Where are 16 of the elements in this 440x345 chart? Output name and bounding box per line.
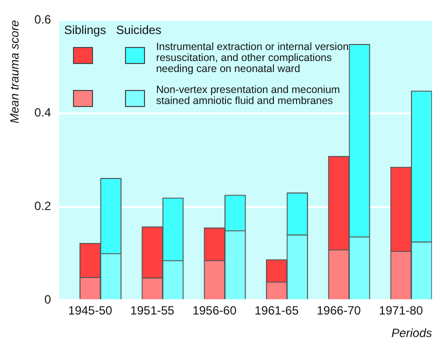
x-tick-label: 1961-65 xyxy=(254,304,299,318)
annotation: Siblings xyxy=(64,23,106,37)
annotation: Suicides xyxy=(116,23,162,37)
y-axis-title: Mean trauma score xyxy=(8,20,22,124)
x-tick-label: 1956-60 xyxy=(192,304,237,318)
legend-label: Instrumental extraction or internal version resuscitation, and other complications needing care on neonatal ward xyxy=(156,41,350,75)
x-tick-label: 1971-80 xyxy=(378,304,424,318)
x-tick-label: 1966-70 xyxy=(316,304,362,318)
y-tick-label: 0.4 xyxy=(34,106,52,120)
y-tick-label: 0.6 xyxy=(34,12,52,26)
x-tick-label: 1945-50 xyxy=(68,304,112,318)
y-tick-label: 0.2 xyxy=(34,199,52,214)
x-axis-title: Periods xyxy=(391,326,432,340)
y-tick-label: 0 xyxy=(44,292,52,307)
x-tick-label: 1951-55 xyxy=(130,304,175,318)
legend-label: Non-vertex presentation and meconium stained amniotic fluid and membranes xyxy=(156,84,341,107)
